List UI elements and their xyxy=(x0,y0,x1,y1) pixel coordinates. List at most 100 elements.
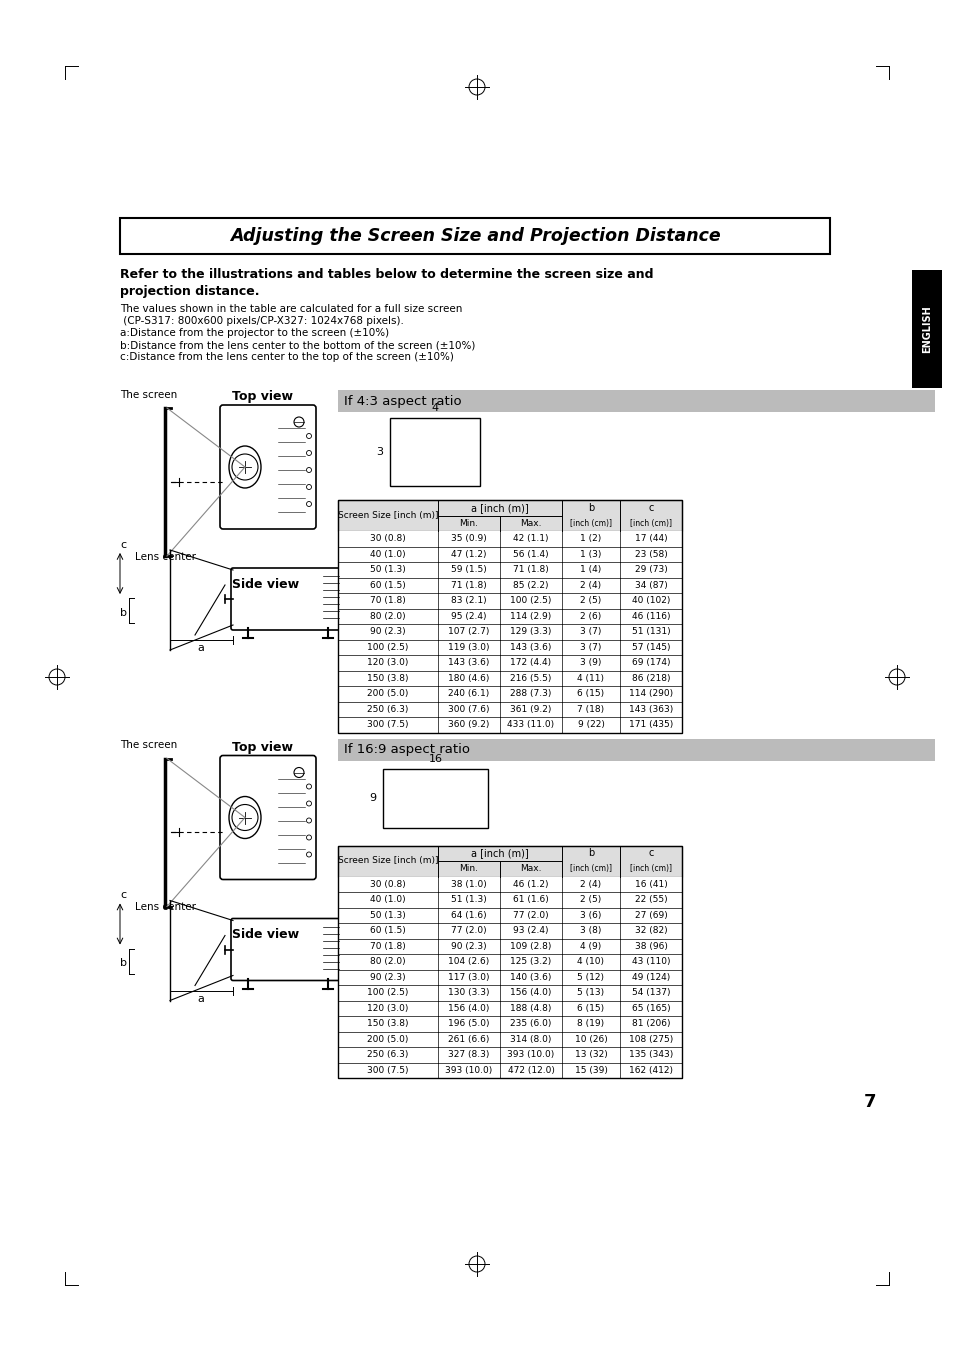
Bar xyxy=(337,892,681,908)
Text: Refer to the illustrations and tables below to determine the screen size and: Refer to the illustrations and tables be… xyxy=(120,267,653,281)
Text: 1 (2): 1 (2) xyxy=(579,534,601,543)
FancyBboxPatch shape xyxy=(220,755,315,880)
Text: 200 (5.0): 200 (5.0) xyxy=(367,689,408,698)
Text: 120 (3.0): 120 (3.0) xyxy=(367,658,408,667)
Text: 42 (1.1): 42 (1.1) xyxy=(513,534,548,543)
Text: 9: 9 xyxy=(369,793,375,802)
Text: 70 (1.8): 70 (1.8) xyxy=(370,596,405,605)
Text: Max.: Max. xyxy=(519,865,541,873)
Text: If 4:3 aspect ratio: If 4:3 aspect ratio xyxy=(344,394,461,408)
Text: 156 (4.0): 156 (4.0) xyxy=(448,1004,489,1013)
Text: 40 (102): 40 (102) xyxy=(631,596,670,605)
Text: [inch (cm)]: [inch (cm)] xyxy=(629,519,671,528)
Text: 47 (1.2): 47 (1.2) xyxy=(451,550,486,559)
Text: 135 (343): 135 (343) xyxy=(628,1050,673,1059)
Text: b: b xyxy=(587,503,594,513)
Text: 64 (1.6): 64 (1.6) xyxy=(451,911,486,920)
Text: 393 (10.0): 393 (10.0) xyxy=(507,1050,554,1059)
Text: 32 (82): 32 (82) xyxy=(634,927,666,935)
Text: 54 (137): 54 (137) xyxy=(631,988,670,997)
Text: 65 (165): 65 (165) xyxy=(631,1004,670,1013)
Text: 180 (4.6): 180 (4.6) xyxy=(448,674,489,682)
Text: 4 (11): 4 (11) xyxy=(577,674,604,682)
Text: 17 (44): 17 (44) xyxy=(634,534,666,543)
Text: 150 (3.8): 150 (3.8) xyxy=(367,1019,408,1028)
Text: 250 (6.3): 250 (6.3) xyxy=(367,1050,408,1059)
Text: 472 (12.0): 472 (12.0) xyxy=(507,1066,554,1075)
FancyBboxPatch shape xyxy=(231,919,345,981)
Text: 3 (7): 3 (7) xyxy=(579,643,601,651)
Bar xyxy=(337,500,681,732)
Bar xyxy=(337,577,681,593)
Text: 300 (7.5): 300 (7.5) xyxy=(367,720,408,730)
Text: 393 (10.0): 393 (10.0) xyxy=(445,1066,492,1075)
Bar xyxy=(337,1032,681,1047)
Text: c: c xyxy=(648,503,653,513)
Text: 100 (2.5): 100 (2.5) xyxy=(367,643,408,651)
Text: 49 (124): 49 (124) xyxy=(631,973,669,982)
Text: 46 (1.2): 46 (1.2) xyxy=(513,880,548,889)
Bar xyxy=(337,954,681,970)
Text: 3 (8): 3 (8) xyxy=(579,927,601,935)
Text: b:Distance from the lens center to the bottom of the screen (±10%): b:Distance from the lens center to the b… xyxy=(120,340,475,350)
Text: 15 (39): 15 (39) xyxy=(574,1066,607,1075)
Text: (CP-S317: 800x600 pixels/CP-X327: 1024x768 pixels).: (CP-S317: 800x600 pixels/CP-X327: 1024x7… xyxy=(120,316,403,326)
FancyBboxPatch shape xyxy=(220,405,315,530)
Bar xyxy=(337,670,681,686)
Text: 143 (3.6): 143 (3.6) xyxy=(448,658,489,667)
Text: Max.: Max. xyxy=(519,519,541,528)
Text: 80 (2.0): 80 (2.0) xyxy=(370,958,405,966)
Bar xyxy=(337,939,681,954)
Text: 50 (1.3): 50 (1.3) xyxy=(370,565,405,574)
Text: 2 (4): 2 (4) xyxy=(579,880,601,889)
Text: 1 (4): 1 (4) xyxy=(579,565,601,574)
Text: 40 (1.0): 40 (1.0) xyxy=(370,896,405,904)
Text: c: c xyxy=(648,848,653,858)
Text: 3 (9): 3 (9) xyxy=(579,658,601,667)
Text: a: a xyxy=(197,993,204,1004)
Text: 240 (6.1): 240 (6.1) xyxy=(448,689,489,698)
Text: b: b xyxy=(120,958,127,969)
Text: Side view: Side view xyxy=(232,578,299,590)
Bar xyxy=(337,547,681,562)
Text: 77 (2.0): 77 (2.0) xyxy=(513,911,548,920)
Text: b: b xyxy=(587,848,594,858)
Text: Side view: Side view xyxy=(232,928,299,942)
Text: 35 (0.9): 35 (0.9) xyxy=(451,534,486,543)
Text: [inch (cm)]: [inch (cm)] xyxy=(629,865,671,873)
Text: 51 (131): 51 (131) xyxy=(631,627,670,636)
Text: 288 (7.3): 288 (7.3) xyxy=(510,689,551,698)
Text: 261 (6.6): 261 (6.6) xyxy=(448,1035,489,1044)
Text: 30 (0.8): 30 (0.8) xyxy=(370,534,405,543)
Text: 60 (1.5): 60 (1.5) xyxy=(370,927,405,935)
Text: 95 (2.4): 95 (2.4) xyxy=(451,612,486,620)
FancyBboxPatch shape xyxy=(231,567,345,630)
Text: 29 (73): 29 (73) xyxy=(634,565,667,574)
Text: 100 (2.5): 100 (2.5) xyxy=(367,988,408,997)
Text: 71 (1.8): 71 (1.8) xyxy=(513,565,548,574)
Text: 83 (2.1): 83 (2.1) xyxy=(451,596,486,605)
Text: 86 (218): 86 (218) xyxy=(631,674,670,682)
Bar xyxy=(337,1047,681,1062)
Text: 4 (9): 4 (9) xyxy=(579,942,601,951)
Text: 43 (110): 43 (110) xyxy=(631,958,670,966)
Bar xyxy=(337,655,681,670)
Text: 114 (290): 114 (290) xyxy=(628,689,673,698)
Text: 7: 7 xyxy=(862,1093,876,1111)
Text: 196 (5.0): 196 (5.0) xyxy=(448,1019,489,1028)
Text: 108 (275): 108 (275) xyxy=(628,1035,673,1044)
Text: [inch (cm)]: [inch (cm)] xyxy=(569,519,612,528)
Text: 125 (3.2): 125 (3.2) xyxy=(510,958,551,966)
Text: 85 (2.2): 85 (2.2) xyxy=(513,581,548,590)
Text: 13 (32): 13 (32) xyxy=(574,1050,607,1059)
Text: a [inch (m)]: a [inch (m)] xyxy=(471,503,528,513)
Text: 93 (2.4): 93 (2.4) xyxy=(513,927,548,935)
Text: 107 (2.7): 107 (2.7) xyxy=(448,627,489,636)
Text: 90 (2.3): 90 (2.3) xyxy=(370,627,405,636)
Text: 360 (9.2): 360 (9.2) xyxy=(448,720,489,730)
Bar xyxy=(337,562,681,577)
Bar xyxy=(337,624,681,639)
Bar xyxy=(337,593,681,608)
Text: 70 (1.8): 70 (1.8) xyxy=(370,942,405,951)
Text: 100 (2.5): 100 (2.5) xyxy=(510,596,551,605)
